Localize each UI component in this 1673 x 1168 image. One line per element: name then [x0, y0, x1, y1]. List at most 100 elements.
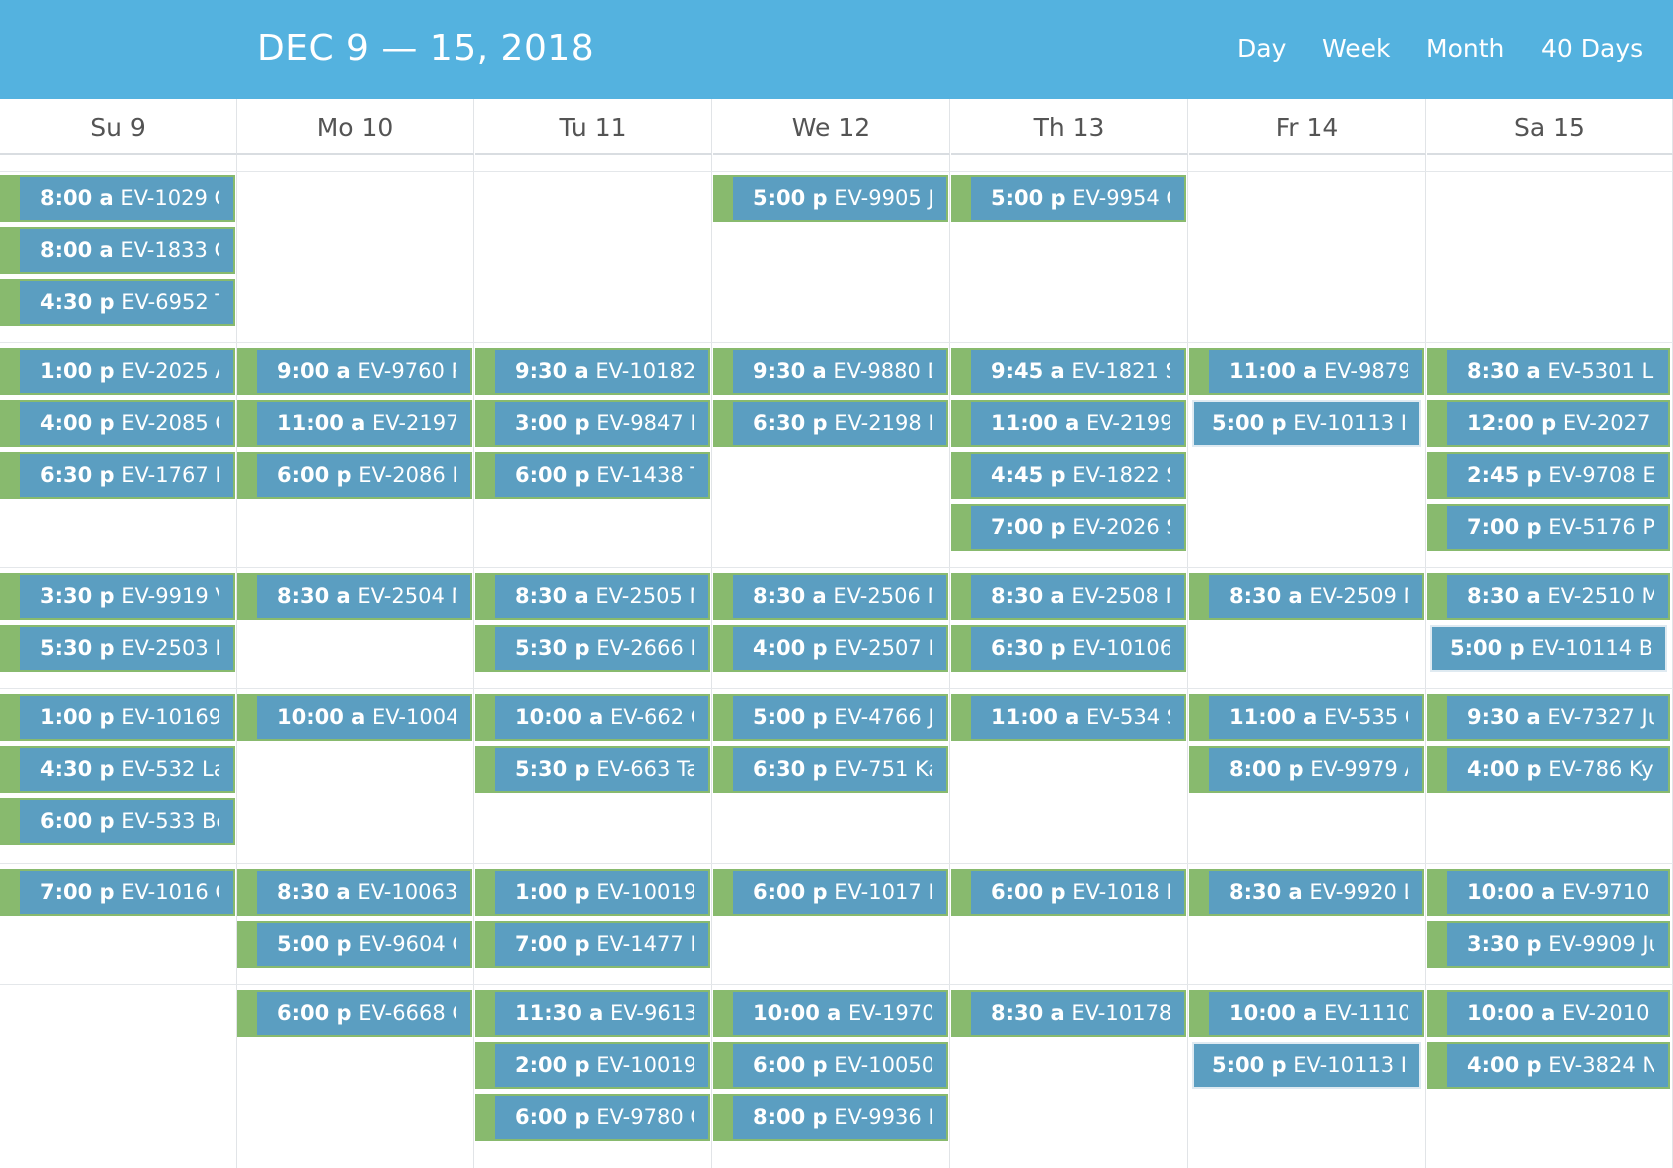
day-header-6[interactable]: Sa 15 [1427, 99, 1673, 155]
calendar-event[interactable]: 4:30 p EV-6952 Tri [0, 279, 235, 326]
event-label: 5:00 p EV-10113 Lie [1212, 1044, 1405, 1086]
day-header-1[interactable]: Mo 10 [237, 99, 474, 155]
calendar-event[interactable]: 5:00 p EV-9905 Ja [713, 175, 948, 222]
calendar-event[interactable]: 5:00 p EV-9604 Ch [237, 921, 472, 968]
calendar-event[interactable]: 7:00 p EV-5176 Pa [1427, 504, 1670, 551]
calendar-event[interactable]: 8:00 a EV-1029 Ca [0, 175, 235, 222]
calendar-event[interactable]: 8:30 a EV-10063 C [237, 869, 472, 916]
calendar-event[interactable]: 5:30 p EV-2666 Da [475, 625, 710, 672]
calendar-event[interactable]: 7:00 p EV-2026 Sa [951, 504, 1186, 551]
calendar-event[interactable]: 5:00 p EV-9954 CJ [951, 175, 1186, 222]
calendar-event[interactable]: 4:45 p EV-1822 Sh [951, 452, 1186, 499]
event-time: 5:00 p [1212, 411, 1287, 435]
calendar-event[interactable]: 6:00 p EV-6668 Cij [237, 990, 472, 1037]
calendar-event[interactable]: 6:00 p EV-1438 To [475, 452, 710, 499]
event-title: EV-2026 Sa [1072, 515, 1170, 539]
calendar-event[interactable]: 8:00 p EV-9979 An [1189, 746, 1424, 793]
day-column[interactable] [475, 155, 712, 1168]
calendar-event[interactable]: 4:00 p EV-2085 Oli [0, 400, 235, 447]
calendar-event[interactable]: 11:30 a EV-9613 N [475, 990, 710, 1037]
calendar-event[interactable]: 3:00 p EV-9847 Ke [475, 400, 710, 447]
calendar-event[interactable]: 9:00 a EV-9760 Ru [237, 348, 472, 395]
calendar-event[interactable]: 8:30 a EV-2506 Ma [713, 573, 948, 620]
calendar-event[interactable]: 8:30 a EV-9920 Lu [1189, 869, 1424, 916]
calendar-event[interactable]: 5:00 p EV-10114 Bob [1430, 625, 1667, 672]
day-column[interactable] [713, 155, 950, 1168]
calendar-event[interactable]: 11:00 a EV-2199 A [951, 400, 1186, 447]
calendar-event[interactable]: 8:00 p EV-9936 En [713, 1094, 948, 1141]
calendar-event[interactable]: 4:00 p EV-2507 Ma [713, 625, 948, 672]
calendar-event[interactable]: 10:00 a EV-2010 Je [1427, 990, 1670, 1037]
calendar-event[interactable]: 6:30 p EV-751 Kar [713, 746, 948, 793]
calendar-event[interactable]: 8:30 a EV-2505 Ma [475, 573, 710, 620]
calendar-event[interactable]: 8:00 a EV-1833 Ca [0, 227, 235, 274]
event-title: EV-2508 Ma [1071, 584, 1170, 608]
calendar-event[interactable]: 4:30 p EV-532 Law [0, 746, 235, 793]
calendar-event[interactable]: 11:00 a EV-535 Cri [1189, 694, 1424, 741]
calendar-event[interactable]: 8:30 a EV-10178 C [951, 990, 1186, 1037]
calendar-event[interactable]: 6:30 p EV-10106 R [951, 625, 1186, 672]
calendar-event[interactable]: 5:00 p EV-4766 Je [713, 694, 948, 741]
calendar-event[interactable]: 8:30 a EV-2508 Ma [951, 573, 1186, 620]
event-label: 6:00 p EV-533 Boj [40, 800, 219, 842]
event-category-bar [1429, 575, 1447, 618]
view-40-days-button[interactable]: 40 Days [1541, 34, 1644, 63]
calendar-event[interactable]: 7:00 p EV-1477 Do [475, 921, 710, 968]
day-column[interactable] [237, 155, 474, 1168]
calendar-event[interactable]: 4:00 p EV-3824 No [1427, 1042, 1670, 1089]
calendar-event[interactable]: 6:00 p EV-1018 Br [951, 869, 1186, 916]
event-title: EV-9847 Ke [596, 411, 694, 435]
event-time: 3:30 p [40, 584, 115, 608]
view-week-button[interactable]: Week [1322, 34, 1391, 63]
calendar-event[interactable]: 3:30 p EV-9909 Jul [1427, 921, 1670, 968]
day-header-3[interactable]: We 12 [713, 99, 950, 155]
calendar-event[interactable]: 9:30 a EV-7327 Juc [1427, 694, 1670, 741]
calendar-event[interactable]: 5:30 p EV-2503 Ku [0, 625, 235, 672]
calendar-event[interactable]: 2:45 p EV-9708 Ele [1427, 452, 1670, 499]
day-column[interactable] [1189, 155, 1426, 1168]
calendar-event[interactable]: 1:00 p EV-2025 Ar [0, 348, 235, 395]
calendar-event[interactable]: 6:00 p EV-533 Boj [0, 798, 235, 845]
calendar-event[interactable]: 9:45 a EV-1821 Sh [951, 348, 1186, 395]
day-column[interactable] [0, 155, 237, 1168]
view-month-button[interactable]: Month [1426, 34, 1505, 63]
calendar-event[interactable]: 10:00 a EV-1970 D [713, 990, 948, 1037]
view-day-button[interactable]: Day [1237, 34, 1287, 63]
calendar-event[interactable]: 1:00 p EV-10019 S [475, 869, 710, 916]
calendar-event[interactable]: 6:30 p EV-1767 Du [0, 452, 235, 499]
calendar-event[interactable]: 8:30 a EV-5301 Liz [1427, 348, 1670, 395]
calendar-event[interactable]: 4:00 p EV-786 Kyra [1427, 746, 1670, 793]
day-header-5[interactable]: Fr 14 [1189, 99, 1426, 155]
calendar-event[interactable]: 8:30 a EV-2504 Ma [237, 573, 472, 620]
day-header-2[interactable]: Tu 11 [475, 99, 712, 155]
calendar-event[interactable]: 6:30 p EV-2198 Lo [713, 400, 948, 447]
day-header-4[interactable]: Th 13 [951, 99, 1188, 155]
calendar-event[interactable]: 3:30 p EV-9919 Vic [0, 573, 235, 620]
calendar-event[interactable]: 10:00 a EV-662 Ch [475, 694, 710, 741]
calendar-event[interactable]: 11:00 a EV-534 Sh [951, 694, 1186, 741]
event-time: 7:00 p [515, 932, 590, 956]
day-header-0[interactable]: Su 9 [0, 99, 237, 155]
calendar-event[interactable]: 6:00 p EV-10050 B [713, 1042, 948, 1089]
calendar-event[interactable]: 2:00 p EV-10019 S [475, 1042, 710, 1089]
calendar-event[interactable]: 11:00 a EV-2197 A [237, 400, 472, 447]
calendar-event[interactable]: 5:00 p EV-10113 Lie [1192, 400, 1421, 447]
day-column[interactable] [951, 155, 1188, 1168]
calendar-event[interactable]: 10:00 a EV-9710 Ro [1427, 869, 1670, 916]
calendar-event[interactable]: 8:30 a EV-2509 Ma [1189, 573, 1424, 620]
calendar-event[interactable]: 7:00 p EV-1016 Clu [0, 869, 235, 916]
calendar-event[interactable]: 6:00 p EV-1017 La [713, 869, 948, 916]
event-time: 10:00 a [753, 1001, 842, 1025]
calendar-event[interactable]: 10:00 a EV-10042 [237, 694, 472, 741]
calendar-event[interactable]: 12:00 p EV-2027 Ki [1427, 400, 1670, 447]
calendar-event[interactable]: 10:00 a EV-1110 K [1189, 990, 1424, 1037]
calendar-event[interactable]: 6:00 p EV-9780 Ch [475, 1094, 710, 1141]
calendar-event[interactable]: 5:30 p EV-663 Tar [475, 746, 710, 793]
calendar-event[interactable]: 5:00 p EV-10113 Lie [1192, 1042, 1421, 1089]
calendar-event[interactable]: 6:00 p EV-2086 Da [237, 452, 472, 499]
calendar-event[interactable]: 8:30 a EV-2510 Ma [1427, 573, 1670, 620]
calendar-event[interactable]: 9:30 a EV-9880 De [713, 348, 948, 395]
calendar-event[interactable]: 11:00 a EV-9879 C [1189, 348, 1424, 395]
calendar-event[interactable]: 1:00 p EV-10169 J [0, 694, 235, 741]
calendar-event[interactable]: 9:30 a EV-10182 E [475, 348, 710, 395]
